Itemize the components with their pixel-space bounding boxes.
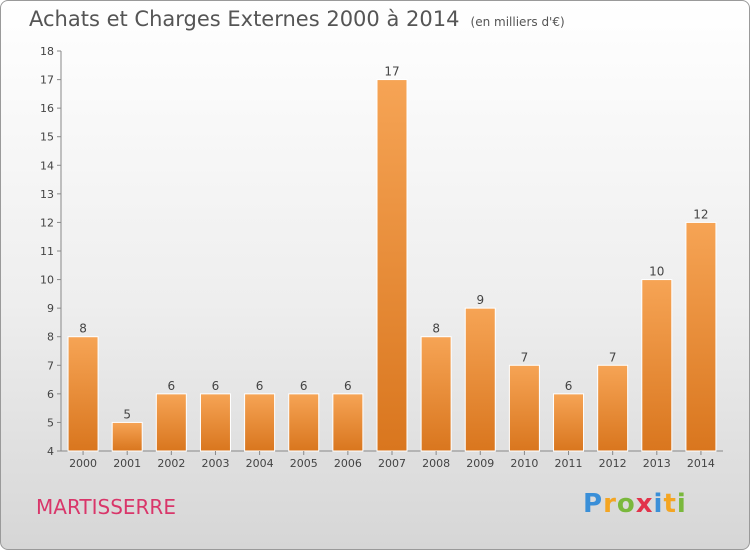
logo-letter: i	[676, 489, 687, 519]
bar-value-label: 5	[123, 407, 131, 421]
bar-value-label: 12	[693, 207, 708, 221]
title-main: Achats et Charges Externes 2000 à 2014	[29, 7, 460, 31]
y-tick-label: 18	[40, 45, 54, 58]
y-tick-label: 11	[40, 245, 54, 258]
y-tick-label: 8	[47, 331, 54, 344]
logo-letter: o	[616, 489, 636, 519]
x-tick-label: 2001	[113, 457, 141, 470]
logo-letter: r	[603, 489, 617, 519]
x-tick-label: 2002	[157, 457, 185, 470]
bar-value-label: 8	[79, 322, 87, 336]
y-tick-label: 14	[40, 159, 54, 172]
bar-value-label: 17	[384, 65, 399, 79]
y-tick-label: 12	[40, 216, 54, 229]
bar-value-label: 10	[649, 265, 664, 279]
y-tick-label: 16	[40, 102, 54, 115]
y-tick-label: 7	[47, 359, 54, 372]
x-tick-label: 2010	[510, 457, 538, 470]
x-tick-label: 2006	[334, 457, 362, 470]
y-tick-label: 6	[47, 388, 54, 401]
y-tick-label: 15	[40, 131, 54, 144]
x-tick-label: 2004	[246, 457, 274, 470]
x-tick-label: 2013	[643, 457, 671, 470]
bar	[111, 421, 143, 452]
bar	[508, 364, 540, 452]
title-unit: (en milliers d'€)	[470, 15, 565, 29]
bar	[332, 393, 364, 452]
bar-value-label: 7	[521, 350, 529, 364]
x-tick-label: 2000	[69, 457, 97, 470]
commune-name: MARTISSERRE	[36, 495, 176, 519]
bar	[464, 307, 496, 452]
bar	[597, 364, 629, 452]
bar-value-label: 6	[168, 379, 176, 393]
bar-value-label: 7	[609, 350, 617, 364]
y-tick-label: 4	[47, 445, 54, 458]
bar-value-label: 6	[344, 379, 352, 393]
x-tick-label: 2012	[599, 457, 627, 470]
bar	[420, 336, 452, 452]
bar	[199, 393, 231, 452]
bar-value-label: 6	[300, 379, 308, 393]
bar-value-label: 6	[256, 379, 264, 393]
bar-value-label: 9	[476, 293, 484, 307]
x-tick-label: 2014	[687, 457, 715, 470]
bar	[155, 393, 187, 452]
bar-value-label: 8	[432, 322, 440, 336]
logo-letter: t	[663, 489, 677, 519]
y-tick-label: 17	[40, 74, 54, 87]
chart-title: Achats et Charges Externes 2000 à 2014 (…	[29, 7, 565, 31]
bar	[244, 393, 276, 452]
logo-letter: x	[635, 489, 654, 519]
x-tick-label: 2005	[290, 457, 318, 470]
bar	[376, 79, 408, 452]
x-tick-label: 2011	[555, 457, 583, 470]
bar	[553, 393, 585, 452]
x-tick-label: 2009	[466, 457, 494, 470]
y-tick-label: 9	[47, 302, 54, 315]
y-tick-label: 5	[47, 416, 54, 429]
bar	[67, 336, 99, 452]
logo-letter: i	[653, 489, 664, 519]
x-tick-label: 2007	[378, 457, 406, 470]
bar	[288, 393, 320, 452]
x-tick-label: 2008	[422, 457, 450, 470]
logo-letter: P	[583, 489, 604, 519]
x-tick-label: 2003	[201, 457, 229, 470]
bar	[641, 279, 673, 452]
bar-value-label: 6	[212, 379, 220, 393]
bar	[685, 221, 717, 452]
bar-value-label: 6	[565, 379, 573, 393]
proxiti-logo: Proxiti	[583, 489, 687, 519]
y-tick-label: 10	[40, 274, 54, 287]
y-tick-label: 13	[40, 188, 54, 201]
